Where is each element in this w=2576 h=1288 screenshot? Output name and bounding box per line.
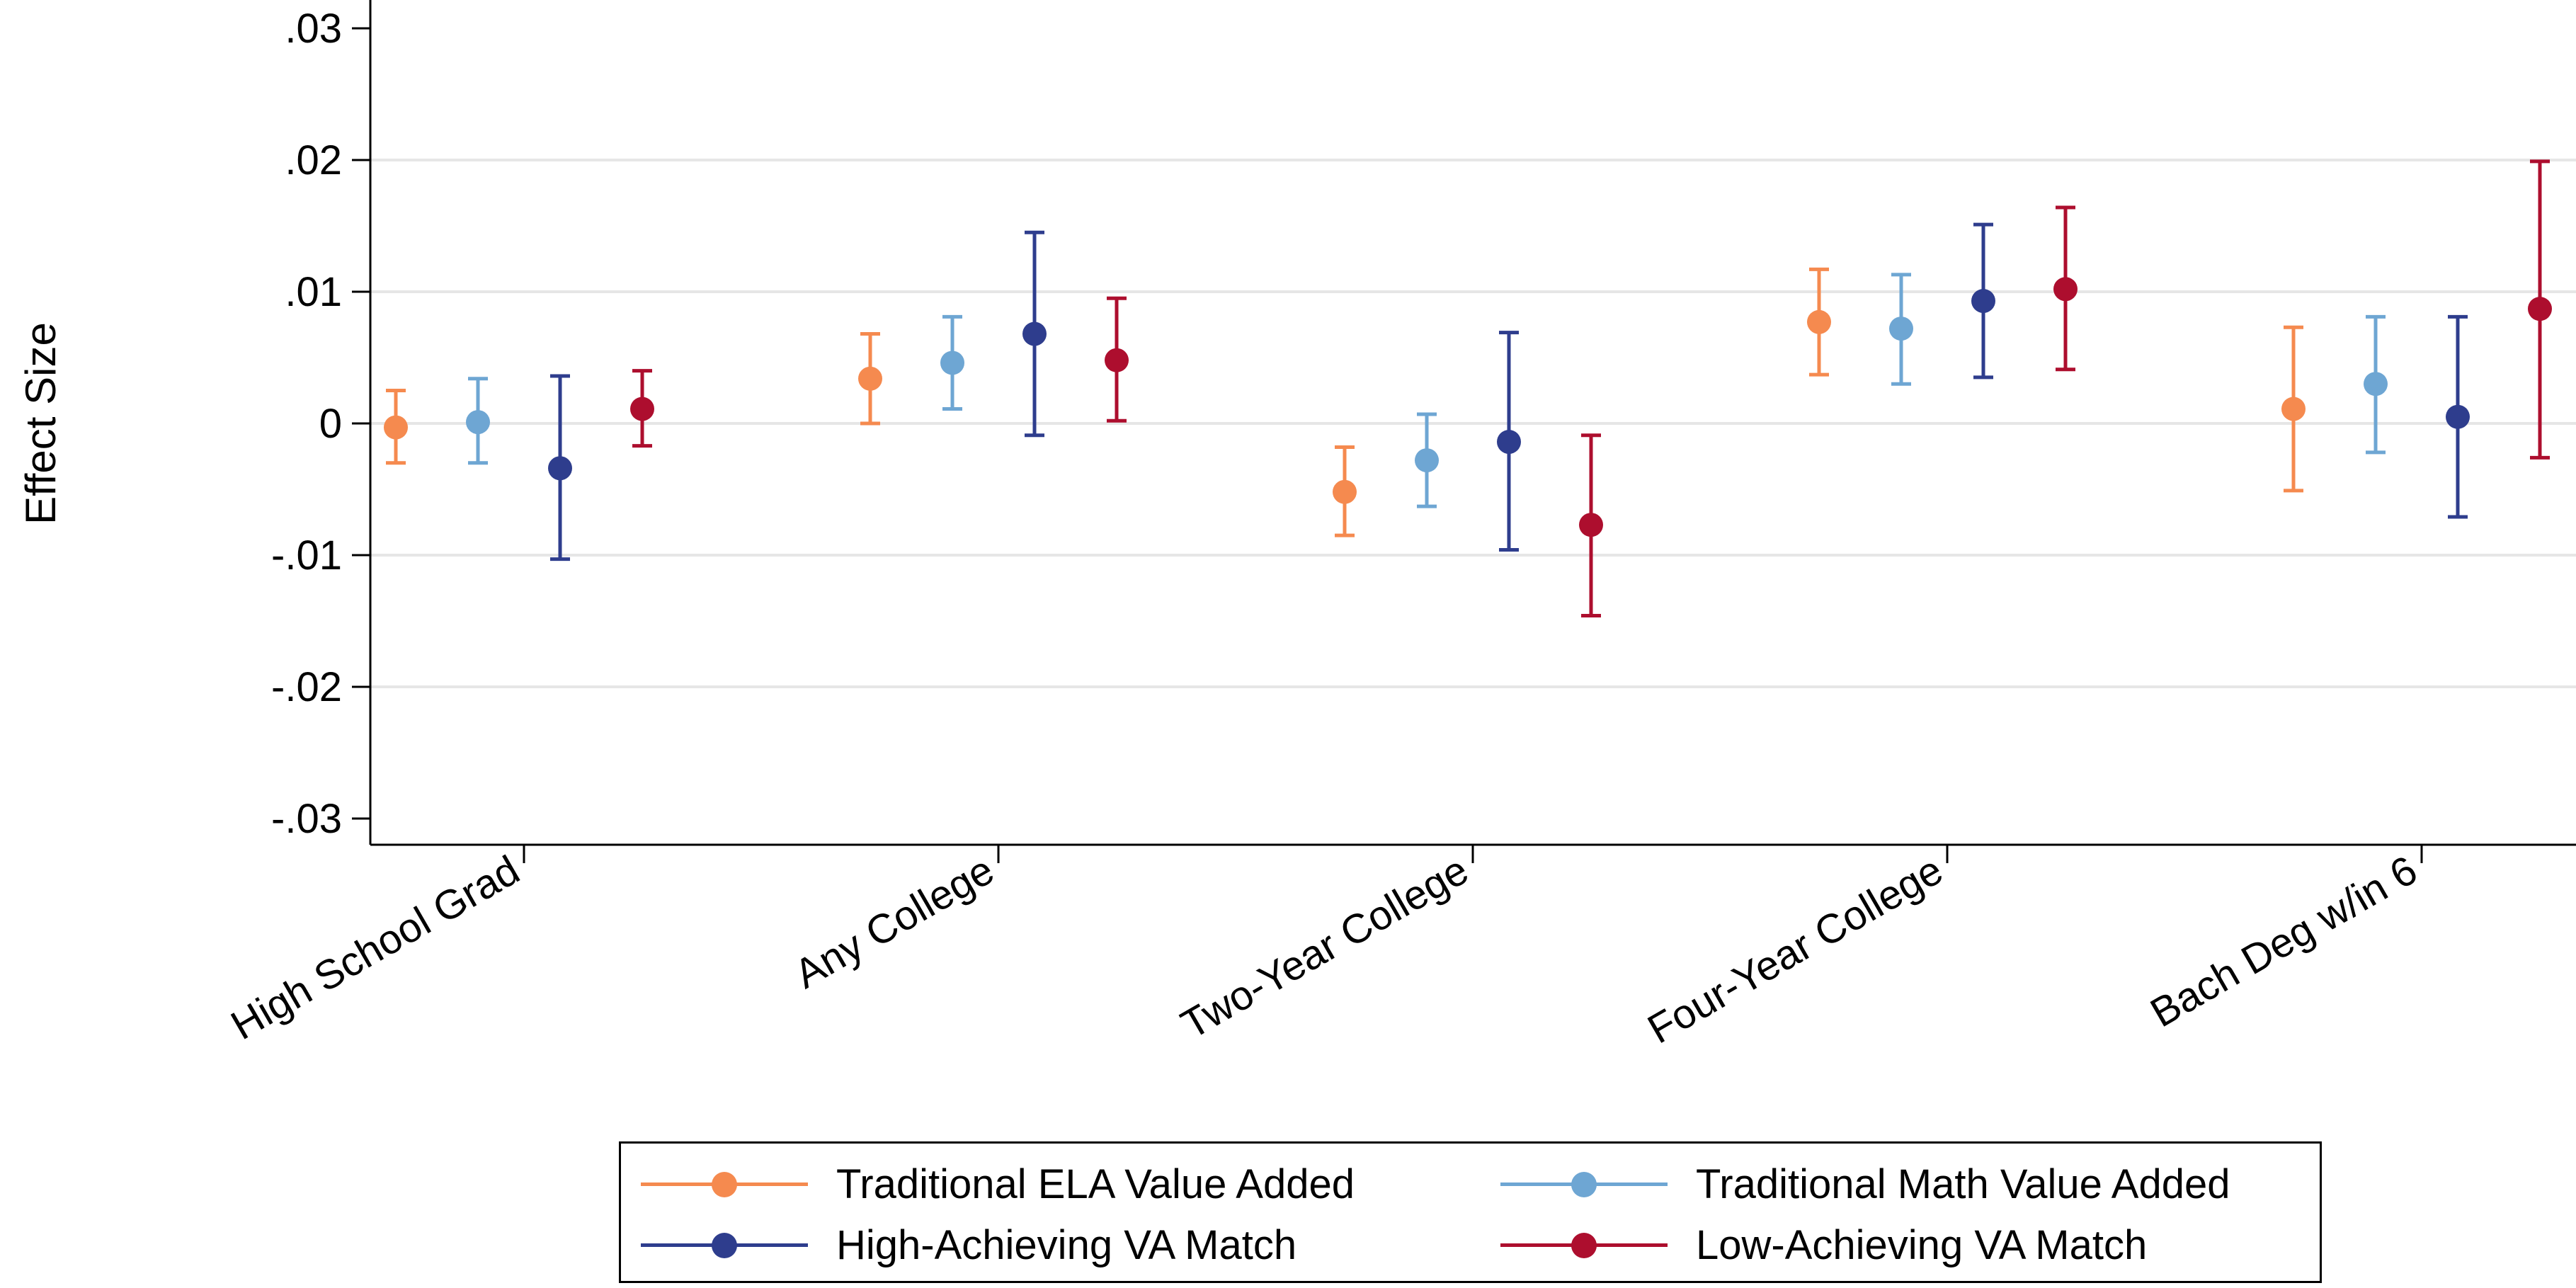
y-tick-label: .02 — [285, 137, 342, 183]
data-point — [2364, 372, 2388, 397]
legend-marker-ela — [712, 1172, 737, 1197]
x-tick-label: Two-Year College — [1173, 847, 1476, 1048]
x-tick-label: Bach Deg w/in 6 — [2143, 847, 2424, 1036]
legend-marker-low — [1571, 1233, 1597, 1258]
data-point — [2528, 297, 2552, 321]
data-point — [1889, 317, 1913, 341]
legend-label-math: Traditional Math Value Added — [1696, 1161, 2230, 1207]
legend-label-ela: Traditional ELA Value Added — [836, 1161, 1355, 1207]
series-4 — [630, 159, 2552, 618]
axes: .03 .02 .01 0 -.01 -.02 -.03 High School Grad An… — [224, 0, 2576, 1053]
data-point — [2281, 397, 2306, 421]
data-point — [858, 366, 882, 391]
data-point — [1105, 348, 1129, 372]
y-tick-label: .03 — [285, 6, 342, 52]
data-point — [2446, 404, 2470, 429]
data-point — [1022, 321, 1047, 346]
legend-label-low: Low-Achieving VA Match — [1696, 1222, 2148, 1268]
data-point — [1971, 289, 1995, 314]
data-point — [384, 415, 408, 440]
legend-marker-math — [1571, 1172, 1597, 1197]
legend-marker-high — [712, 1233, 737, 1258]
y-tick-label: 0 — [319, 401, 342, 447]
legend-label-high: High-Achieving VA Match — [836, 1222, 1297, 1268]
data-point — [548, 456, 572, 481]
data-point — [1497, 430, 1521, 455]
series-points — [384, 159, 2552, 618]
data-point — [466, 410, 490, 435]
data-point — [630, 397, 654, 421]
series-2 — [466, 273, 2388, 508]
data-point — [1333, 479, 1357, 504]
data-point — [2053, 277, 2078, 302]
data-point — [1415, 448, 1439, 473]
series-1 — [384, 267, 2306, 537]
y-tick-label: -.01 — [271, 532, 342, 579]
y-tick-label: -.02 — [271, 664, 342, 710]
y-tick-label: -.03 — [271, 796, 342, 842]
data-point — [1807, 309, 1831, 334]
x-tick-label: Four-Year College — [1640, 847, 1950, 1053]
effect-size-chart: Effect Size .03 .02 .01 0 -.01 -.02 -.03 High S… — [17, 0, 2576, 1053]
gridlines — [370, 159, 2576, 688]
data-point — [940, 351, 964, 375]
data-point — [1579, 513, 1603, 537]
x-tick-label: Any College — [787, 847, 1001, 998]
series-3 — [548, 222, 2470, 562]
legend: Traditional ELA Value Added Traditional … — [619, 1141, 2322, 1283]
y-axis-label: Effect Size — [17, 322, 64, 525]
x-tick-label: High School Grad — [224, 847, 528, 1049]
y-tick-label: .01 — [285, 269, 342, 315]
